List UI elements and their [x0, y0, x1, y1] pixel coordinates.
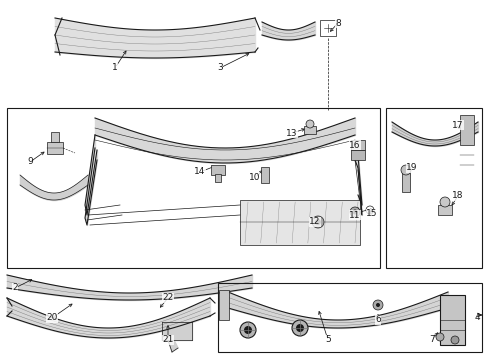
Circle shape: [240, 322, 256, 338]
Text: 16: 16: [348, 140, 360, 149]
Circle shape: [450, 336, 458, 344]
Circle shape: [305, 120, 313, 128]
Bar: [215, 174, 221, 182]
Circle shape: [352, 210, 357, 215]
Bar: [350, 140, 364, 150]
Text: 10: 10: [249, 174, 260, 183]
Text: 15: 15: [366, 210, 377, 219]
Text: 6: 6: [374, 315, 380, 324]
Bar: [51, 132, 59, 142]
Bar: [319, 20, 335, 36]
Text: 20: 20: [46, 314, 58, 323]
Bar: [350, 150, 364, 160]
Bar: [459, 115, 473, 145]
Bar: [219, 290, 228, 320]
Circle shape: [375, 303, 379, 307]
Circle shape: [435, 333, 443, 341]
Text: 2: 2: [12, 284, 18, 292]
Text: 4: 4: [473, 314, 479, 323]
Bar: [218, 283, 481, 352]
Bar: [47, 142, 63, 154]
Text: 18: 18: [451, 192, 463, 201]
Circle shape: [295, 324, 304, 332]
Polygon shape: [168, 340, 178, 352]
Text: 8: 8: [334, 18, 340, 27]
Text: 14: 14: [194, 167, 205, 176]
Bar: [385, 108, 481, 268]
Text: 9: 9: [27, 158, 33, 166]
Text: 11: 11: [348, 211, 360, 220]
Text: 3: 3: [217, 63, 223, 72]
Text: 7: 7: [428, 336, 434, 345]
Bar: [210, 165, 224, 175]
Text: 5: 5: [325, 336, 330, 345]
Circle shape: [244, 326, 251, 334]
Circle shape: [314, 219, 320, 225]
Text: 12: 12: [309, 217, 320, 226]
Text: 17: 17: [451, 121, 463, 130]
Circle shape: [439, 197, 449, 207]
Bar: [439, 295, 464, 345]
Bar: [304, 126, 315, 134]
Circle shape: [349, 207, 359, 217]
Text: 13: 13: [285, 129, 297, 138]
Circle shape: [400, 165, 410, 175]
Text: 19: 19: [406, 163, 417, 172]
Bar: [7, 108, 379, 268]
Circle shape: [311, 216, 324, 228]
Bar: [261, 167, 268, 183]
Bar: [401, 172, 409, 192]
Bar: [240, 200, 359, 245]
Bar: [437, 205, 451, 215]
Text: 1: 1: [112, 63, 118, 72]
Circle shape: [372, 300, 382, 310]
Circle shape: [291, 320, 307, 336]
Text: 21: 21: [162, 336, 173, 345]
Text: 22: 22: [162, 293, 173, 302]
